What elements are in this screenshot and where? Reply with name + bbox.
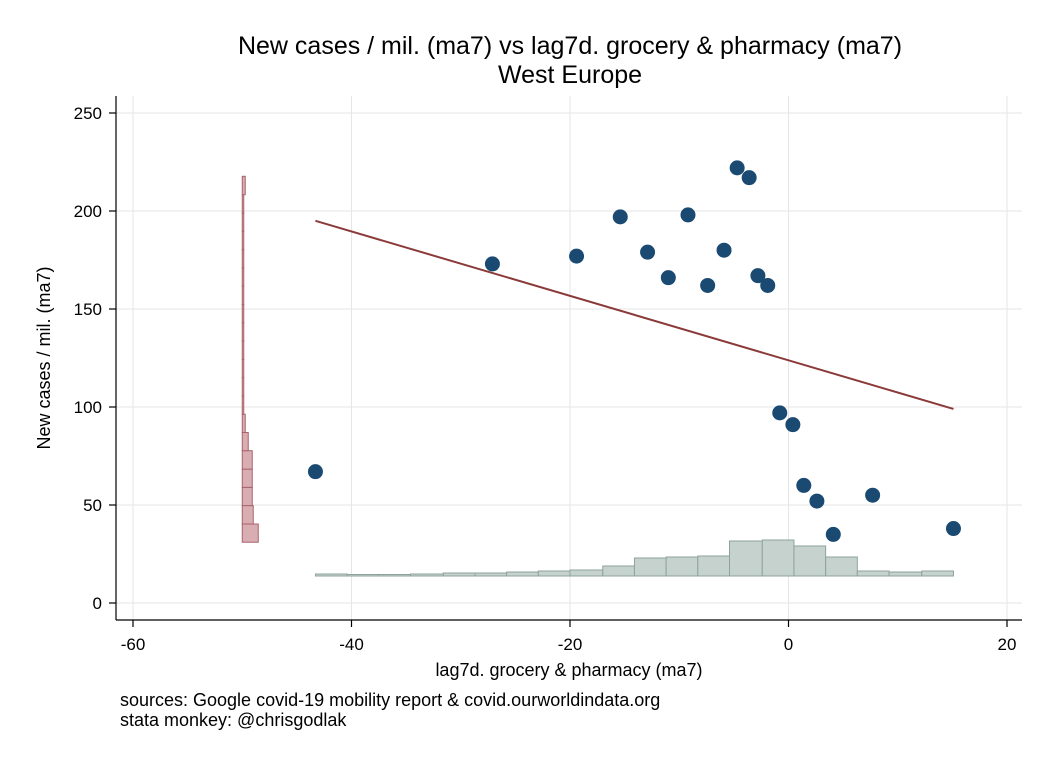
x-hist-bar — [442, 572, 476, 577]
grid-lines — [116, 96, 1022, 620]
data-point — [307, 464, 323, 480]
y-hist-bar — [241, 340, 245, 360]
x-hist-bar — [346, 574, 380, 577]
chart-subtitle: West Europe — [497, 61, 643, 89]
data-point — [612, 209, 628, 225]
x-tick-label: -20 — [558, 635, 583, 654]
y-hist-bar — [241, 377, 245, 397]
y-histogram — [241, 175, 259, 543]
fit-line-group — [315, 219, 954, 410]
x-hist-bar — [474, 572, 508, 577]
y-hist-bar — [241, 175, 246, 196]
data-point — [569, 248, 585, 264]
data-point — [796, 477, 812, 493]
x-hist-bar — [665, 556, 699, 577]
y-axis-title: New cases / mil. (ma7) — [34, 266, 54, 449]
footer-notes: sources: Google covid-19 mobility report… — [120, 690, 660, 730]
data-point — [772, 405, 788, 421]
axes — [115, 96, 1022, 621]
y-tick-label: 250 — [74, 104, 102, 123]
y-hist-bar — [241, 486, 253, 507]
data-point — [865, 487, 881, 503]
y-tick-label: 200 — [74, 202, 102, 221]
y-hist-bar — [241, 413, 246, 433]
y-hist-bar — [241, 395, 245, 415]
x-hist-bar — [825, 556, 858, 577]
y-hist-bar — [241, 303, 245, 324]
y-hist-bar — [241, 212, 245, 232]
chart-title: New cases / mil. (ma7) vs lag7d. grocery… — [237, 32, 903, 60]
x-hist-bar — [729, 540, 763, 577]
x-hist-bar — [602, 565, 635, 577]
y-hist-bar — [241, 505, 254, 525]
x-tick-label: -40 — [339, 635, 364, 654]
data-point — [809, 493, 825, 509]
x-tick-label: -60 — [121, 635, 146, 654]
y-tick-label: 50 — [83, 496, 102, 515]
x-hist-bar — [761, 539, 795, 577]
sources-note: sources: Google covid-19 mobility report… — [120, 690, 661, 710]
y-hist-bar — [241, 285, 245, 305]
data-point — [741, 170, 757, 186]
x-axis-title: lag7d. grocery & pharmacy (ma7) — [435, 660, 702, 680]
data-point — [760, 277, 776, 293]
x-tick-label: 20 — [998, 635, 1017, 654]
y-hist-bar — [241, 322, 245, 342]
x-hist-bar — [856, 570, 890, 577]
x-hist-bar — [506, 571, 539, 577]
y-hist-bar — [241, 468, 253, 488]
data-point — [484, 256, 500, 272]
y-hist-bar — [241, 267, 245, 287]
x-hist-bar — [921, 570, 954, 577]
x-hist-bar — [314, 573, 348, 577]
y-hist-bar — [241, 450, 253, 470]
data-point — [660, 270, 676, 286]
x-hist-bar — [537, 570, 571, 577]
x-hist-bar — [697, 555, 731, 577]
y-tick-label: 100 — [74, 398, 102, 417]
y-tick-label: 150 — [74, 300, 102, 319]
x-histogram — [314, 539, 954, 577]
credit-note: stata monkey: @chrisgodlak — [120, 710, 347, 730]
data-point — [750, 268, 766, 284]
y-hist-bar — [241, 230, 245, 251]
fit-line — [315, 219, 954, 410]
data-points — [307, 160, 961, 542]
x-hist-bar — [409, 573, 444, 577]
y-hist-bar — [241, 523, 259, 543]
data-point — [700, 277, 716, 293]
x-hist-bar — [793, 545, 827, 577]
x-hist-bar — [888, 571, 923, 577]
y-hist-bar — [241, 358, 245, 379]
data-point — [945, 521, 961, 537]
x-hist-bar — [378, 574, 411, 577]
x-tick-label: 0 — [784, 635, 793, 654]
data-point — [825, 526, 841, 542]
x-hist-bar — [633, 557, 667, 577]
data-point — [729, 160, 745, 176]
y-tick-label: 0 — [93, 594, 102, 613]
data-point — [640, 244, 656, 260]
data-point — [785, 417, 801, 433]
y-hist-bar — [241, 249, 245, 269]
data-point — [716, 242, 732, 258]
y-hist-bar — [241, 194, 245, 214]
y-hist-bar — [241, 431, 249, 452]
x-hist-bar — [569, 569, 604, 577]
data-point — [680, 207, 696, 223]
